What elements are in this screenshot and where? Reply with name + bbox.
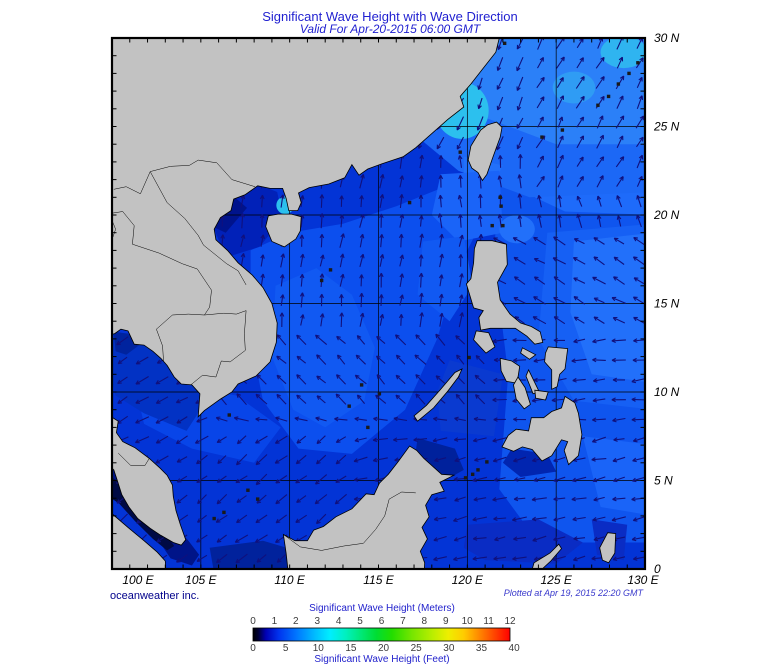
longitude-label: 115 E [363, 573, 394, 587]
oceanweather-credit: oceanweather inc. [110, 590, 199, 602]
plotted-at-note: Plotted at Apr 19, 2015 22:20 GMT [504, 588, 645, 598]
legend-feet-tick: 5 [283, 643, 289, 654]
legend-feet-tick: 30 [443, 643, 455, 654]
figure-title: Significant Wave Height with Wave Direct… [262, 9, 518, 24]
land-layer [112, 38, 617, 569]
latitude-label: 15 N [654, 297, 680, 311]
longitude-label: 120 E [452, 573, 484, 587]
latitude-label: 20 N [653, 208, 680, 222]
longitude-labels: 100 E 105 E 110 E 115 E 120 E 125 E 130 E [122, 573, 659, 587]
legend-colorbar [252, 627, 511, 642]
legend-meters-tick: 10 [462, 616, 474, 627]
legend-meters-tick: 7 [400, 616, 406, 627]
latitude-label: 25 N [653, 120, 680, 134]
legend-meters-ticks: 0 1 2 3 4 5 6 7 8 9 10 11 12 [250, 616, 516, 627]
legend-feet-tick: 0 [250, 643, 256, 654]
longitude-label: 110 E [274, 573, 305, 587]
legend-meters-tick: 8 [422, 616, 428, 627]
latitude-label: 30 N [654, 31, 680, 45]
legend-meters-tick: 12 [504, 616, 516, 627]
legend-meters-tick: 3 [314, 616, 320, 627]
longitude-label: 105 E [185, 573, 217, 587]
longitude-label: 130 E [627, 573, 659, 587]
degree-tick-marks [112, 38, 645, 569]
legend-meters-tick: 9 [443, 616, 449, 627]
longitude-label: 100 E [122, 573, 154, 587]
legend-feet-tick: 35 [476, 643, 488, 654]
legend-feet-tick: 20 [378, 643, 390, 654]
longitude-label: 125 E [540, 573, 572, 587]
small-islands-layer [212, 41, 640, 521]
legend-feet-title: Significant Wave Height (Feet) [314, 654, 449, 665]
legend-feet-tick: 15 [345, 643, 357, 654]
legend-feet-ticks: 0 5 10 15 20 25 30 35 40 [250, 643, 520, 654]
country-borders-layer [112, 159, 416, 551]
legend-meters-tick: 2 [293, 616, 299, 627]
legend-feet-tick: 40 [509, 643, 521, 654]
latitude-label: 10 N [654, 385, 680, 399]
legend-meters-tick: 1 [272, 616, 278, 627]
legend-meters-tick: 0 [250, 616, 256, 627]
legend-meters-tick: 5 [357, 616, 363, 627]
figure-valid-time: Valid For Apr-20-2015 06:00 GMT [300, 22, 482, 36]
latitude-label: 5 N [654, 474, 673, 488]
legend-feet-tick: 25 [411, 643, 423, 654]
legend-meters-tick: 4 [336, 616, 342, 627]
legend-meters-tick: 11 [483, 616, 494, 627]
legend-meters-tick: 6 [379, 616, 385, 627]
legend-meters-title: Significant Wave Height (Meters) [309, 603, 455, 614]
latitude-labels: 30 N 25 N 20 N 15 N 10 N 5 N 0 [653, 31, 680, 576]
latitude-label: 0 [654, 562, 661, 576]
legend-feet-tick: 10 [313, 643, 325, 654]
